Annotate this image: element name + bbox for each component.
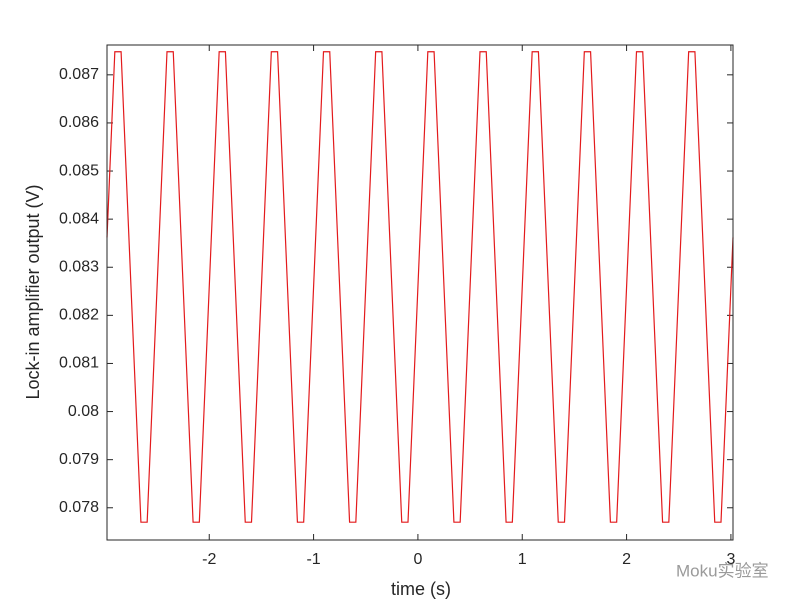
y-tick-label: 0.078	[59, 499, 99, 516]
y-tick-label: 0.081	[59, 355, 99, 372]
x-tick-label: -1	[306, 551, 320, 568]
y-tick-label: 0.087	[59, 66, 99, 83]
plot-frame	[106, 44, 734, 541]
x-tick-label: -2	[202, 551, 216, 568]
x-tick-label: 1	[518, 551, 527, 568]
y-tick-label: 0.086	[59, 114, 99, 131]
x-axis-label: time (s)	[391, 579, 451, 599]
x-tick-label: 2	[622, 551, 631, 568]
y-tick-label: 0.084	[59, 210, 99, 227]
x-tick-label: 0	[413, 551, 422, 568]
y-axis-label: Lock-in amplifier output (V)	[23, 184, 43, 399]
y-tick-label: 0.083	[59, 258, 99, 275]
y-tick-label: 0.082	[59, 307, 99, 324]
y-tick-label: 0.085	[59, 162, 99, 179]
y-tick-label: 0.08	[68, 403, 99, 420]
data-line	[106, 51, 734, 523]
y-tick-label: 0.079	[59, 451, 99, 468]
watermark: Moku实验室	[676, 561, 769, 580]
x-tick-label: 3	[726, 551, 735, 568]
